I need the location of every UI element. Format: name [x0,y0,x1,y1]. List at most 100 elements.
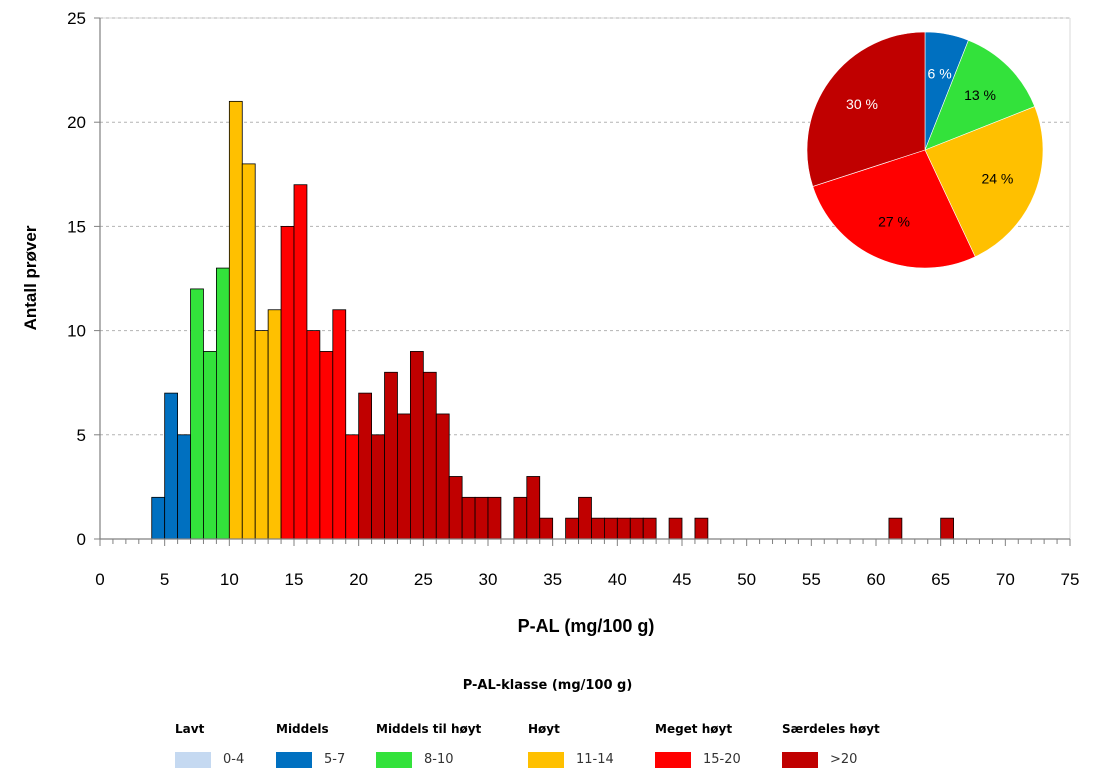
histogram-bar [629,517,644,540]
histogram-bar [358,392,372,540]
legend-class-name: Høyt [528,722,560,736]
histogram-bar [694,517,709,540]
x-axis-ticks: 0 5 10 15 20 25 30 35 40 45 50 55 60 65 70 75 [95,539,1079,589]
y-tick-label: 0 [77,530,86,549]
histogram-bar [397,413,411,540]
histogram-bar [461,496,476,540]
histogram-bar [940,517,955,540]
legend-swatch [528,752,564,768]
histogram-bar [332,309,347,540]
histogram-bar [293,184,308,540]
pie-chart: 6 % 13 % 24 % 27 % 30 % [806,31,1044,269]
legend-item-lavt: Lavt 0-4 [175,722,325,769]
x-tick-label: 20 [349,570,368,589]
x-axis-label: P-AL (mg/100 g) [518,616,655,636]
y-tick-label: 20 [67,113,86,132]
legend-range: 15-20 [703,752,741,767]
histogram-bar [513,496,528,540]
y-tick-label: 5 [77,426,86,445]
histogram-bar [888,517,903,540]
legend-swatch [655,752,691,768]
y-tick-label: 25 [67,9,86,28]
legend-swatch [376,752,412,768]
x-tick-label: 25 [414,570,433,589]
legend-item-saerdeles_hoyt: Særdeles høyt >20 [782,722,932,769]
legend-swatch [276,752,312,768]
x-tick-label: 75 [1061,570,1080,589]
pie-slice [806,31,926,187]
pie-slice [924,39,1036,151]
legend-range: >20 [830,752,858,767]
x-tick-label: 45 [673,570,692,589]
legend-title: P-AL-klasse (mg/100 g) [462,678,633,693]
histogram-bar [345,434,360,540]
x-tick-label: 40 [608,570,627,589]
histogram-bar [474,496,489,540]
histogram-bar [487,496,502,540]
histogram-bar [254,330,269,540]
legend-item-middels: Middels 5-7 [276,722,426,769]
histogram-bar [409,351,424,540]
y-tick-label: 15 [67,217,86,236]
pie-slice-label: 6 % [928,65,952,81]
histogram-bar [578,496,592,540]
legend-swatch [175,752,211,768]
histogram-bar [539,517,554,540]
histogram-bar [384,371,398,540]
histogram-bar [668,517,683,540]
legend-range: 11-14 [576,752,614,767]
y-axis-label: Antall prøver [21,225,40,330]
x-tick-label: 35 [543,570,562,589]
histogram-bar [448,476,463,540]
histogram-bar [616,517,631,540]
x-tick-label: 55 [802,570,821,589]
x-tick-label: 30 [479,570,498,589]
legend-class-name: Middels [276,722,329,736]
pie-slice [924,106,1044,258]
legend-item-middels_til_hoyt: Middels til høyt 8-10 [376,722,526,769]
legend-item-meget_hoyt: Meget høyt 15-20 [655,722,805,769]
legend-range: 8-10 [424,752,454,767]
histogram-bar [215,267,230,540]
histogram-bar [422,371,437,540]
histogram-bar [319,351,334,540]
x-tick-label: 50 [737,570,756,589]
x-tick-label: 15 [285,570,304,589]
x-tick-label: 5 [160,570,169,589]
legend-class-name: Særdeles høyt [782,722,880,736]
x-tick-label: 70 [996,570,1015,589]
histogram-bar [591,517,605,540]
legend-item-hoyt: Høyt 11-14 [528,722,678,769]
histogram-bar [151,496,166,540]
x-tick-label: 60 [867,570,886,589]
histogram-bar [228,100,243,540]
gridlines [100,17,1071,539]
pie-slice [812,149,976,269]
histogram-bar [190,288,204,540]
y-tick-label: 10 [67,322,86,341]
histogram-bar [203,351,217,540]
histogram-bar [526,476,541,540]
legend-range: 0-4 [223,752,245,767]
x-tick-label: 10 [220,570,239,589]
histogram-bar [164,392,179,540]
y-axis-ticks: 0 5 10 15 20 25 [67,9,100,549]
histogram-bar [604,517,618,540]
legend-class-name: Lavt [175,722,205,736]
histogram-bar [267,309,282,540]
axes [99,18,1070,540]
pie-slice-label: 30 % [846,96,878,112]
histogram-bar [565,517,579,540]
histogram-bar [177,434,191,540]
legend-class-name: Meget høyt [655,722,733,736]
histogram-chart: 0 5 10 15 20 25 30 35 40 45 50 55 60 65 70 75 0 5 10 15 20 2… [21,9,1079,636]
pie-slice-label: 13 % [964,87,996,103]
legend-class-name: Middels til høyt [376,722,482,736]
x-tick-label: 65 [931,570,950,589]
histogram-bar [280,225,295,540]
histogram-bar [241,163,256,540]
legend-range: 5-7 [324,752,346,767]
legend: Lavt 0-4 Middels 5-7 Middels til høyt 8-10 Høy… [0,722,1095,769]
histogram-bar [306,330,321,540]
histogram-bar [435,413,450,540]
